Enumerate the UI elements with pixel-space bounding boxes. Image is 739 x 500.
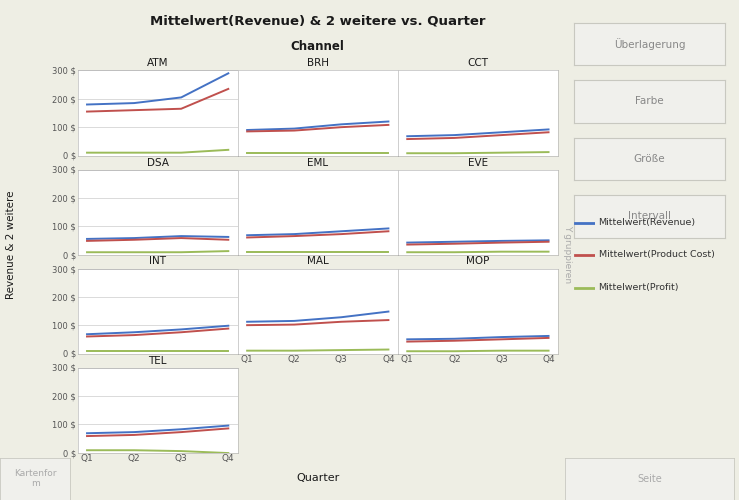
Text: MOP: MOP [466, 256, 489, 266]
Text: Kartenfor
m: Kartenfor m [14, 469, 56, 488]
Text: Mittelwert(Product Cost): Mittelwert(Product Cost) [599, 250, 715, 260]
Text: Mittelwert(Revenue): Mittelwert(Revenue) [599, 218, 695, 227]
Text: ATM: ATM [147, 58, 168, 68]
Text: Y gruppieren: Y gruppieren [563, 226, 572, 284]
Text: Überlagerung: Überlagerung [614, 38, 685, 50]
Text: EVE: EVE [468, 158, 488, 168]
Text: Häufi
gkeit: Häufi gkeit [590, 469, 613, 488]
Text: Mittelwert(Profit): Mittelwert(Profit) [599, 283, 679, 292]
Text: Farbe: Farbe [636, 96, 664, 106]
Text: DSA: DSA [146, 158, 168, 168]
Text: Seite: Seite [637, 474, 662, 484]
Text: Intervall: Intervall [628, 211, 671, 221]
Text: TEL: TEL [149, 356, 167, 366]
Text: Größe: Größe [634, 154, 665, 164]
Text: BRH: BRH [307, 58, 329, 68]
Text: INT: INT [149, 256, 166, 266]
Text: Revenue & 2 weitere: Revenue & 2 weitere [6, 190, 16, 299]
Text: Channel: Channel [291, 40, 344, 54]
Text: MAL: MAL [307, 256, 329, 266]
Text: Mittelwert(Revenue) & 2 weitere vs. Quarter: Mittelwert(Revenue) & 2 weitere vs. Quar… [150, 14, 486, 27]
Text: CCT: CCT [467, 58, 488, 68]
Text: EML: EML [307, 158, 328, 168]
Text: Quarter: Quarter [296, 472, 339, 482]
